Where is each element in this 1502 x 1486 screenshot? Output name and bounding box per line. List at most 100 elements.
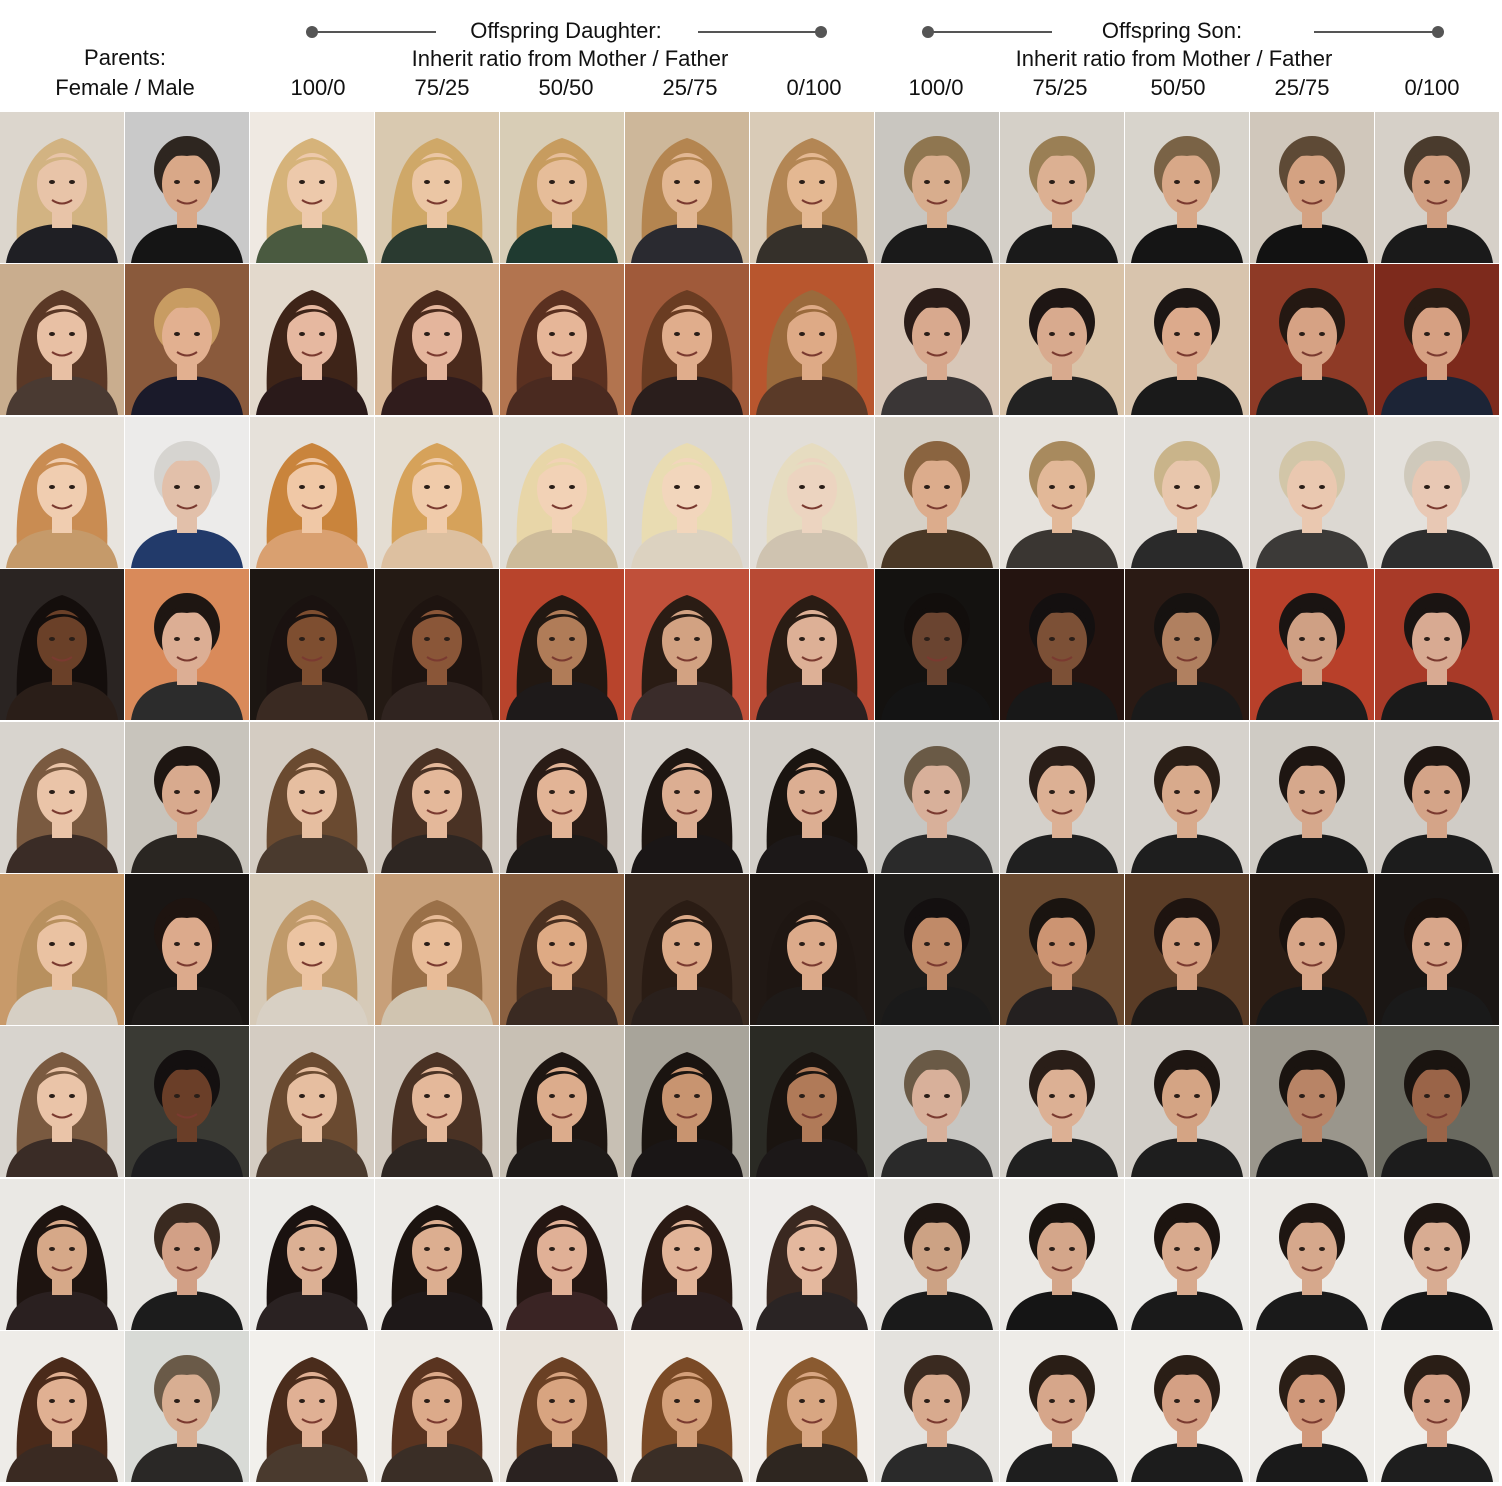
face-son-50-50-image bbox=[1125, 1026, 1249, 1177]
face-father-image bbox=[125, 112, 249, 263]
face-daughter-100-0-image bbox=[250, 112, 374, 263]
face-daughter-25-75-image bbox=[625, 722, 749, 873]
face-son-0-100-image bbox=[1375, 264, 1499, 415]
face-son-100-0-image bbox=[875, 569, 999, 720]
face-mother-image bbox=[0, 1331, 124, 1482]
face-daughter-50-50-image bbox=[500, 722, 624, 873]
face-son-75-25-image bbox=[1000, 722, 1124, 873]
face-daughter-50-50-image bbox=[500, 569, 624, 720]
face-son-50-50-image bbox=[1125, 264, 1249, 415]
face-daughter-75-25-image bbox=[375, 264, 499, 415]
son-bracket-left-line bbox=[928, 31, 1052, 33]
face-daughter-100-0-image bbox=[250, 1026, 374, 1177]
face-daughter-50-50-image bbox=[500, 1331, 624, 1482]
face-daughter-0-100-image bbox=[750, 1026, 874, 1177]
face-daughter-75-25-image bbox=[375, 569, 499, 720]
face-daughter-75-25-image bbox=[375, 112, 499, 263]
son-group-title: Offspring Son: bbox=[1101, 18, 1243, 43]
son-ratio-label: 50/50 bbox=[1150, 75, 1206, 100]
face-son-0-100-image bbox=[1375, 1026, 1499, 1177]
face-daughter-25-75-image bbox=[625, 264, 749, 415]
face-son-0-100-image bbox=[1375, 874, 1499, 1025]
face-daughter-75-25-image bbox=[375, 1331, 499, 1482]
face-daughter-50-50-image bbox=[500, 112, 624, 263]
daughter-group-title: Offspring Daughter: bbox=[470, 18, 662, 43]
face-son-25-75-image bbox=[1250, 264, 1374, 415]
face-father-image bbox=[125, 1026, 249, 1177]
face-son-75-25-image bbox=[1000, 417, 1124, 568]
face-mother-image bbox=[0, 417, 124, 568]
face-son-0-100-image bbox=[1375, 569, 1499, 720]
face-mother-image bbox=[0, 569, 124, 720]
daughter-bracket-right-line bbox=[698, 31, 820, 33]
face-son-25-75-image bbox=[1250, 1179, 1374, 1330]
face-son-100-0-image bbox=[875, 874, 999, 1025]
face-father-image bbox=[125, 722, 249, 873]
son-group-subtitle: Inherit ratio from Mother / Father bbox=[1015, 46, 1333, 71]
face-son-25-75-image bbox=[1250, 569, 1374, 720]
face-daughter-50-50-image bbox=[500, 264, 624, 415]
daughter-ratio-label: 50/50 bbox=[538, 75, 594, 100]
face-daughter-100-0-image bbox=[250, 1179, 374, 1330]
face-daughter-50-50-image bbox=[500, 1026, 624, 1177]
face-mother-image bbox=[0, 1026, 124, 1177]
face-daughter-0-100-image bbox=[750, 722, 874, 873]
face-daughter-25-75-image bbox=[625, 1179, 749, 1330]
daughter-bracket-left-line bbox=[312, 31, 436, 33]
face-daughter-75-25-image bbox=[375, 874, 499, 1025]
face-son-25-75-image bbox=[1250, 722, 1374, 873]
face-daughter-0-100-image bbox=[750, 112, 874, 263]
face-daughter-100-0-image bbox=[250, 874, 374, 1025]
face-daughter-75-25-image bbox=[375, 417, 499, 568]
face-son-50-50-image bbox=[1125, 874, 1249, 1025]
face-daughter-25-75-image bbox=[625, 112, 749, 263]
face-daughter-0-100-image bbox=[750, 1179, 874, 1330]
face-son-50-50-image bbox=[1125, 112, 1249, 263]
son-ratio-label: 75/25 bbox=[1032, 75, 1088, 100]
face-son-0-100-image bbox=[1375, 112, 1499, 263]
figure-header: Parents: Female / Male Offspring Daughte… bbox=[0, 0, 1502, 112]
face-daughter-75-25-image bbox=[375, 1179, 499, 1330]
son-ratio-label: 25/75 bbox=[1274, 75, 1330, 100]
parents-subtitle: Female / Male bbox=[55, 75, 195, 100]
face-son-75-25-image bbox=[1000, 112, 1124, 263]
face-son-25-75-image bbox=[1250, 1331, 1374, 1482]
face-mother-image bbox=[0, 1179, 124, 1330]
face-son-0-100-image bbox=[1375, 1331, 1499, 1482]
face-son-100-0-image bbox=[875, 722, 999, 873]
parents-title: Parents: bbox=[84, 45, 166, 70]
face-father-image bbox=[125, 569, 249, 720]
face-daughter-0-100-image bbox=[750, 1331, 874, 1482]
face-daughter-100-0-image bbox=[250, 417, 374, 568]
face-daughter-0-100-image bbox=[750, 264, 874, 415]
face-son-50-50-image bbox=[1125, 722, 1249, 873]
daughter-ratio-label: 0/100 bbox=[786, 75, 842, 100]
face-son-100-0-image bbox=[875, 1179, 999, 1330]
son-ratio-label: 100/0 bbox=[908, 75, 964, 100]
face-son-100-0-image bbox=[875, 112, 999, 263]
face-son-75-25-image bbox=[1000, 874, 1124, 1025]
face-daughter-25-75-image bbox=[625, 1331, 749, 1482]
daughter-bracket-end-dot bbox=[815, 26, 827, 38]
face-daughter-25-75-image bbox=[625, 417, 749, 568]
face-grid bbox=[0, 112, 1500, 1484]
face-daughter-100-0-image bbox=[250, 722, 374, 873]
son-bracket-right-line bbox=[1314, 31, 1438, 33]
face-son-0-100-image bbox=[1375, 1179, 1499, 1330]
face-son-50-50-image bbox=[1125, 417, 1249, 568]
face-son-75-25-image bbox=[1000, 569, 1124, 720]
face-son-75-25-image bbox=[1000, 1026, 1124, 1177]
son-ratio-label: 0/100 bbox=[1404, 75, 1460, 100]
face-son-25-75-image bbox=[1250, 417, 1374, 568]
face-father-image bbox=[125, 1331, 249, 1482]
face-mother-image bbox=[0, 264, 124, 415]
face-daughter-75-25-image bbox=[375, 722, 499, 873]
face-daughter-100-0-image bbox=[250, 264, 374, 415]
face-son-50-50-image bbox=[1125, 1331, 1249, 1482]
face-daughter-25-75-image bbox=[625, 1026, 749, 1177]
face-father-image bbox=[125, 264, 249, 415]
face-son-50-50-image bbox=[1125, 569, 1249, 720]
face-son-100-0-image bbox=[875, 264, 999, 415]
face-son-75-25-image bbox=[1000, 264, 1124, 415]
face-daughter-100-0-image bbox=[250, 1331, 374, 1482]
